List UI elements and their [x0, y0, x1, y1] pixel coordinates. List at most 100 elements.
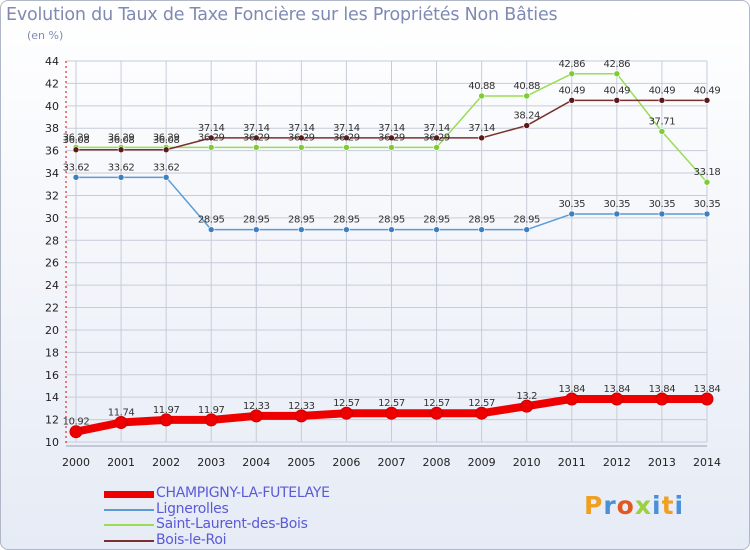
y-tick-label: 36	[45, 145, 59, 158]
series-point-1	[252, 226, 260, 233]
logo-letter: r	[603, 491, 617, 520]
series-point-1	[298, 226, 305, 233]
legend-swatch-saint-laurent	[104, 524, 154, 526]
data-label: 36.08	[63, 135, 90, 146]
series-point-2	[523, 92, 531, 100]
series-point-1	[433, 226, 440, 233]
y-tick-label: 22	[45, 302, 59, 315]
y-tick-label: 12	[45, 414, 59, 427]
data-label: 36.29	[243, 132, 270, 143]
series-point-0	[565, 392, 579, 406]
data-label: 37.14	[378, 123, 405, 134]
series-point-2	[703, 178, 711, 186]
data-label: 40.88	[468, 81, 495, 92]
data-label: 10.92	[63, 417, 90, 428]
x-tick-label: 2007	[377, 456, 405, 469]
chart-title: Evolution du Taux de Taxe Foncière sur l…	[6, 5, 558, 25]
data-label: 36.29	[198, 132, 225, 143]
data-label: 40.49	[558, 85, 585, 96]
data-label: 36.29	[63, 132, 90, 143]
x-tick-label: 2009	[468, 456, 496, 469]
series-point-1	[568, 210, 576, 218]
data-label: 12.57	[333, 398, 360, 409]
series-point-1	[523, 226, 531, 233]
series-point-0	[430, 406, 444, 420]
series-point-3	[252, 134, 260, 142]
series-point-1	[343, 226, 350, 233]
series-point-0	[69, 425, 83, 439]
series-point-2	[613, 70, 621, 78]
y-tick-label: 14	[45, 391, 59, 404]
series-point-3	[343, 134, 350, 142]
data-label: 37.14	[423, 123, 450, 134]
data-label: 36.29	[378, 132, 405, 143]
series-point-2	[207, 144, 215, 151]
x-tick-label: 2001	[107, 456, 135, 469]
data-label: 37.14	[468, 123, 495, 134]
data-label: 33.62	[108, 162, 135, 173]
data-label: 33.62	[153, 162, 180, 173]
data-label: 12.33	[288, 401, 315, 412]
series-point-0	[520, 399, 534, 413]
x-tick-label: 2000	[62, 456, 90, 469]
data-label: 28.95	[243, 215, 270, 226]
x-tick-label: 2011	[558, 456, 586, 469]
series-point-2	[252, 144, 260, 151]
x-tick-label: 2004	[242, 456, 270, 469]
series-point-3	[613, 97, 621, 104]
series-point-0	[294, 409, 308, 423]
unit-label: (en %)	[27, 29, 64, 42]
series-point-3	[72, 146, 80, 154]
data-label: 36.29	[153, 132, 180, 143]
data-label: 12.33	[243, 401, 270, 412]
legend-label-champigny: CHAMPIGNY-LA-FUTELAYE	[156, 485, 330, 501]
x-tick-label: 2003	[197, 456, 225, 469]
data-label: 40.49	[694, 85, 721, 96]
series-point-0	[384, 406, 398, 420]
x-tick-label: 2014	[693, 456, 721, 469]
series-point-1	[162, 174, 170, 181]
data-label: 37.14	[288, 123, 315, 134]
series-point-3	[207, 134, 215, 142]
series-point-1	[613, 210, 621, 218]
legend-label-bois-le-roi: Bois-le-Roi	[156, 531, 227, 548]
data-label: 38.24	[513, 111, 540, 122]
data-label: 12.57	[423, 398, 450, 409]
y-tick-label: 38	[45, 122, 59, 135]
data-label: 40.88	[513, 81, 540, 92]
data-label: 28.95	[198, 215, 225, 226]
data-label: 12.57	[378, 398, 405, 409]
x-tick-label: 2013	[648, 456, 676, 469]
series-point-3	[298, 134, 305, 142]
data-label: 28.95	[468, 215, 495, 226]
series-point-0	[610, 392, 624, 406]
x-tick-label: 2005	[287, 456, 315, 469]
series-point-3	[433, 134, 440, 142]
data-label: 12.57	[468, 398, 495, 409]
data-label: 36.29	[288, 132, 315, 143]
series-point-1	[703, 210, 711, 218]
data-label: 13.84	[604, 384, 631, 395]
logo-letter: t	[661, 491, 675, 520]
logo-letter: P	[584, 491, 604, 520]
data-label: 33.62	[63, 162, 90, 173]
series-point-2	[478, 92, 485, 100]
series-point-3	[162, 146, 170, 154]
legend-label-saint-laurent: Saint-Laurent-des-Bois	[156, 516, 308, 532]
y-tick-label: 30	[45, 212, 59, 225]
legend-label-lignerolles: Lignerolles	[156, 500, 229, 517]
data-label: 11.74	[108, 408, 135, 419]
series-point-2	[298, 144, 305, 151]
series-point-1	[207, 226, 215, 233]
series-point-1	[117, 174, 125, 181]
y-tick-label: 42	[45, 77, 59, 90]
series-point-0	[204, 413, 218, 427]
series-point-1	[658, 210, 666, 218]
series-point-3	[478, 134, 485, 142]
series-point-2	[388, 144, 395, 151]
series-point-3	[658, 97, 666, 104]
x-tick-label: 2008	[423, 456, 451, 469]
y-tick-label: 34	[45, 167, 59, 180]
